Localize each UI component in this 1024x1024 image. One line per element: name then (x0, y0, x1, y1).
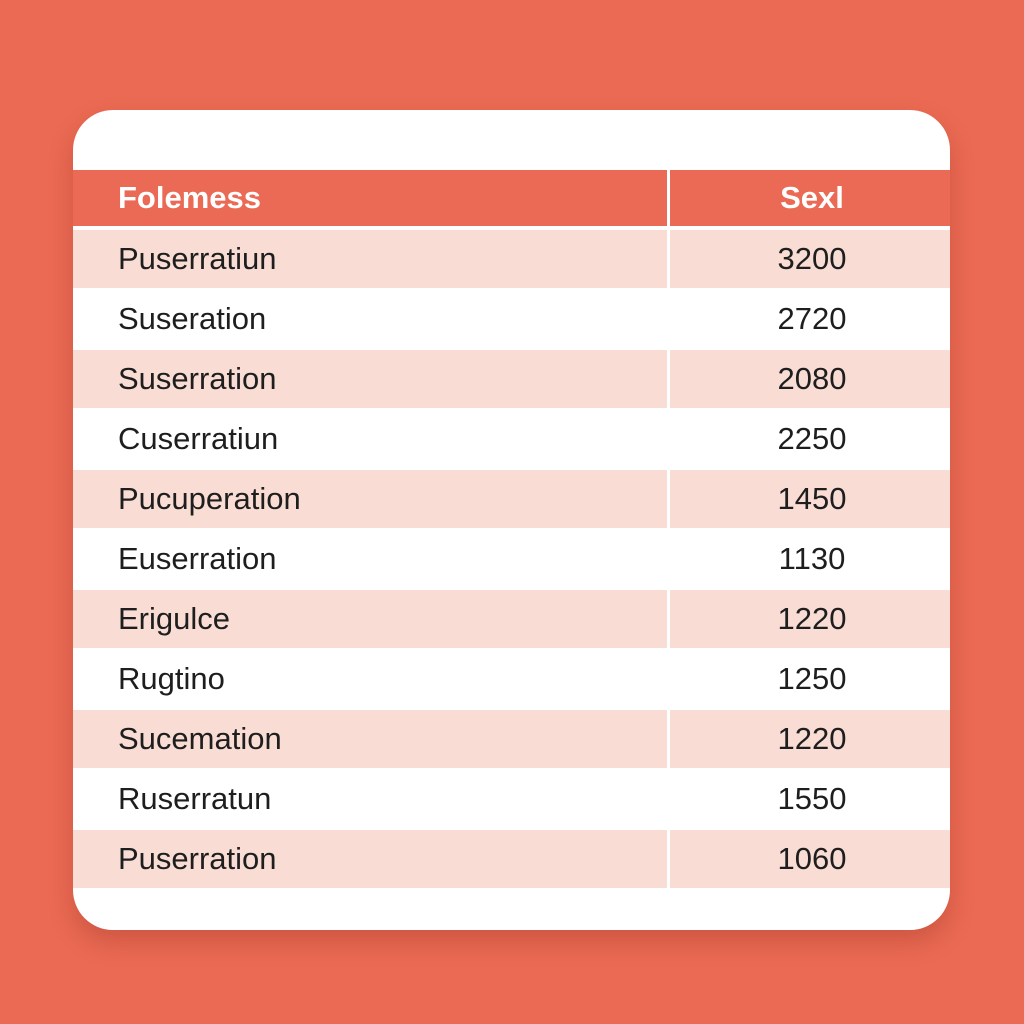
value-cell: 1220 (777, 721, 847, 756)
table-row: Pucuperation 1450 (73, 470, 950, 530)
value-cell: 3200 (777, 241, 847, 276)
value-cell: 2250 (777, 421, 847, 456)
table-row: Puserration 1060 (73, 830, 950, 890)
table-row: Suseration 2720 (73, 290, 950, 350)
name-cell: Rugtino (73, 650, 670, 708)
name-cell: Suseration (73, 290, 670, 348)
value-cell: 1220 (777, 601, 847, 636)
name-cell: Puserration (73, 830, 670, 888)
name-cell: Suserration (73, 350, 670, 408)
table-row: Euserration 1130 (73, 530, 950, 590)
table-row: Ruserratun 1550 (73, 770, 950, 830)
table: Folemess Sexl Puserratiun 3200 Suseration 2… (73, 170, 950, 890)
name-cell: Sucemation (73, 710, 670, 768)
header-row: Folemess Sexl (73, 170, 950, 230)
value-cell: 1550 (777, 781, 847, 816)
value-cell: 1130 (778, 541, 846, 576)
value-cell: 1450 (777, 481, 847, 516)
header-cell: Folemess (73, 170, 670, 226)
value-cell: 1060 (777, 841, 847, 876)
table-row: Erigulce 1220 (73, 590, 950, 650)
name-cell: Puserratiun (73, 230, 670, 288)
name-cell: Pucuperation (73, 470, 670, 528)
name-cell: Erigulce (73, 590, 670, 648)
value-cell: 2720 (777, 301, 847, 336)
table-row: Suserration 2080 (73, 350, 950, 410)
table-row: Sucemation 1220 (73, 710, 950, 770)
value-cell: 1250 (777, 661, 847, 696)
table-row: Rugtino 1250 (73, 650, 950, 710)
header-cell: Sexl (780, 180, 844, 215)
name-cell: Ruserratun (73, 770, 670, 828)
table-row: Puserratiun 3200 (73, 230, 950, 290)
value-cell: 2080 (777, 361, 847, 396)
table-card: Folemess Sexl Puserratiun 3200 Suseration 2… (73, 110, 950, 930)
name-cell: Euserration (73, 530, 670, 588)
table-row: Cuserratiun 2250 (73, 410, 950, 470)
name-cell: Cuserratiun (73, 410, 670, 468)
